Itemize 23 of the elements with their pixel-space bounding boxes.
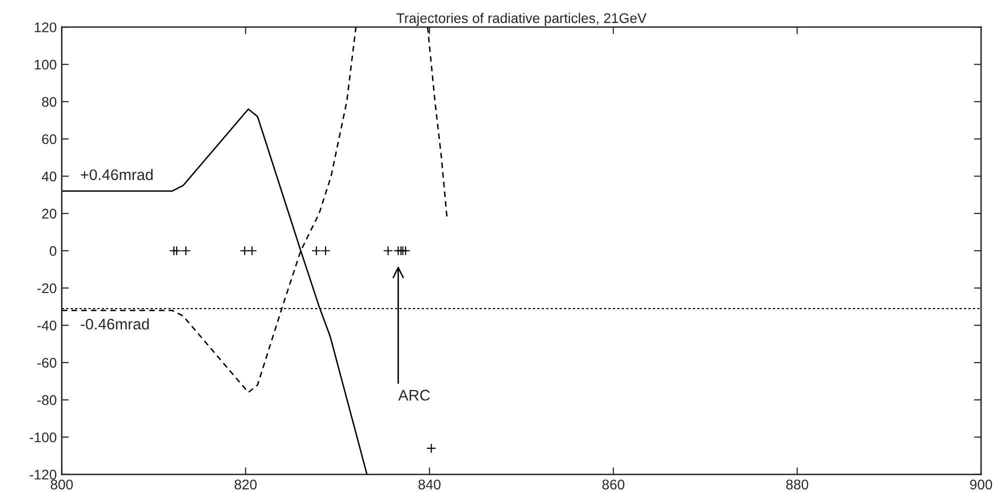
annotation: ARC xyxy=(398,390,430,401)
x-tick-label: 800 xyxy=(50,480,73,490)
y-tick-label: 120 xyxy=(34,22,56,32)
y-tick-label: -40 xyxy=(37,320,56,330)
annotation: +0.46mrad xyxy=(80,168,153,180)
x-tick-label: 880 xyxy=(786,480,808,490)
y-tick-label: 20 xyxy=(42,208,56,219)
y-tick-label: -100 xyxy=(30,432,56,442)
x-tick-label: 840 xyxy=(418,480,441,490)
y-tick-label: 100 xyxy=(34,60,56,70)
y-tick-label: -20 xyxy=(37,283,56,294)
y-tick-label: 80 xyxy=(42,96,56,107)
y-tick-label: 60 xyxy=(42,134,56,144)
y-tick-label: -80 xyxy=(37,395,56,406)
x-tick-label: 820 xyxy=(234,480,257,490)
y-tick-label: 40 xyxy=(42,172,56,182)
y-tick-label: -120 xyxy=(30,470,56,480)
annotation: -0.46mrad xyxy=(80,318,149,330)
x-tick-label: 860 xyxy=(602,480,624,490)
y-tick-label: -60 xyxy=(37,358,56,368)
y-tick-label: 0 xyxy=(50,246,56,256)
x-tick-label: 900 xyxy=(970,480,992,490)
chart-title: Trajectories of radiative particles, 21GeV xyxy=(396,12,647,26)
